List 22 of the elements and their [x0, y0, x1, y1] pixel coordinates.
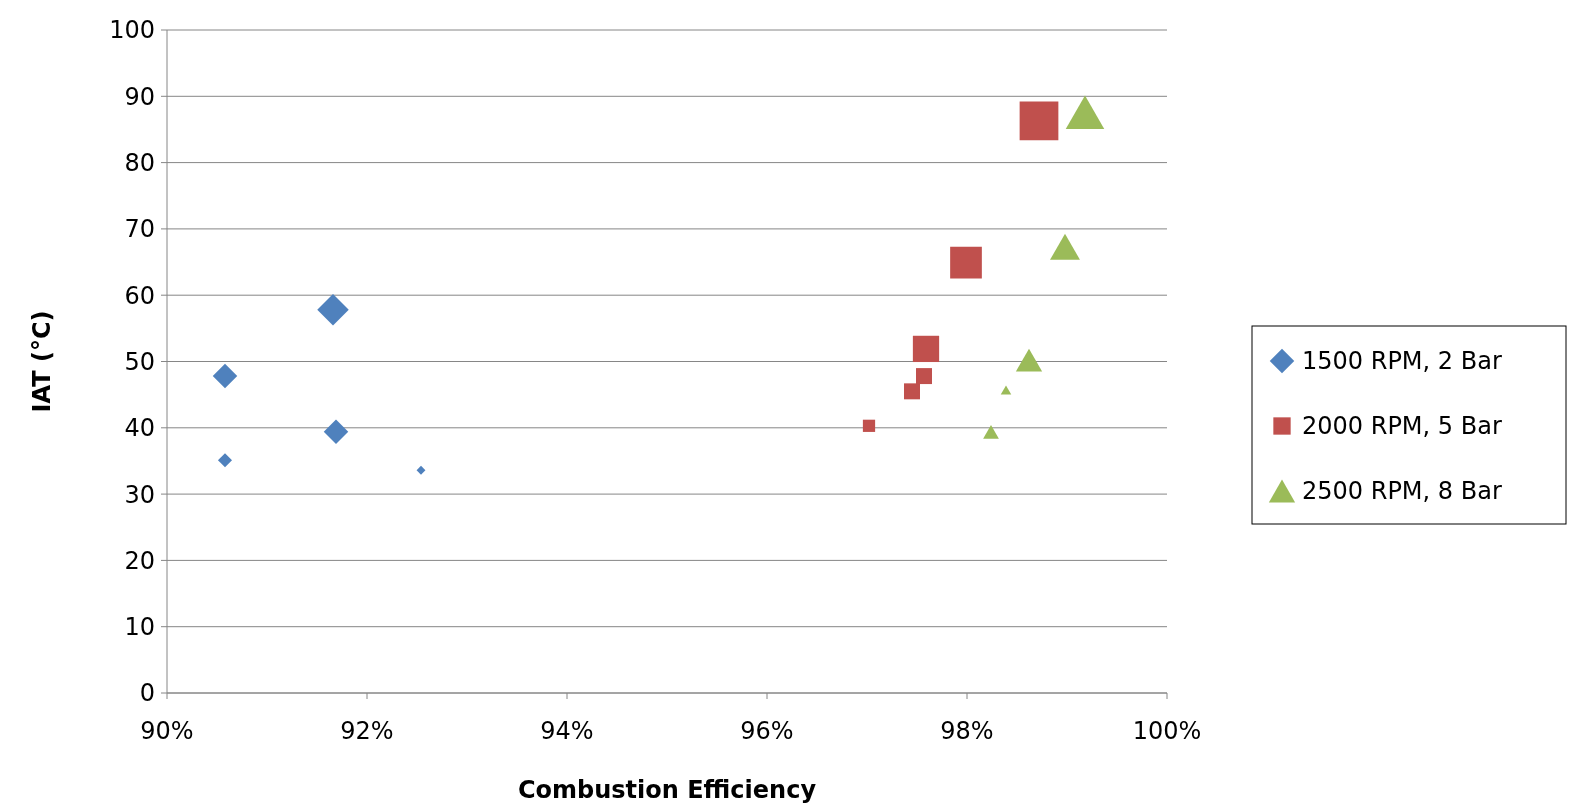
y-tick-label: 30	[124, 480, 155, 509]
x-tick-label: 94%	[540, 717, 594, 745]
legend-label: 2000 RPM, 5 Bar	[1302, 412, 1502, 441]
x-tick-label: 96%	[740, 717, 794, 745]
y-tick-label: 50	[124, 347, 155, 376]
y-tick-label: 70	[124, 215, 155, 244]
y-tick-label: 100	[109, 16, 155, 45]
y-tick-label: 20	[124, 546, 155, 575]
legend-label: 1500 RPM, 2 Bar	[1302, 347, 1502, 376]
x-axis-title: Combustion Efficiency	[517, 776, 817, 804]
y-tick-label: 40	[124, 414, 155, 443]
y-tick-label: 60	[124, 281, 155, 310]
x-tick-label: 92%	[340, 717, 394, 745]
y-tick-label: 10	[124, 613, 155, 642]
y-axis-title: IAT (°C)	[28, 310, 56, 413]
y-tick-label: 80	[124, 149, 155, 177]
legend-label: 2500 RPM, 8 Bar	[1302, 477, 1502, 506]
x-tick-label: 98%	[940, 717, 994, 745]
x-tick-label: 90%	[140, 717, 194, 745]
y-tick-label: 0	[139, 679, 155, 708]
y-tick-label: 90	[124, 82, 155, 111]
x-tick-label: 100%	[1132, 717, 1202, 745]
